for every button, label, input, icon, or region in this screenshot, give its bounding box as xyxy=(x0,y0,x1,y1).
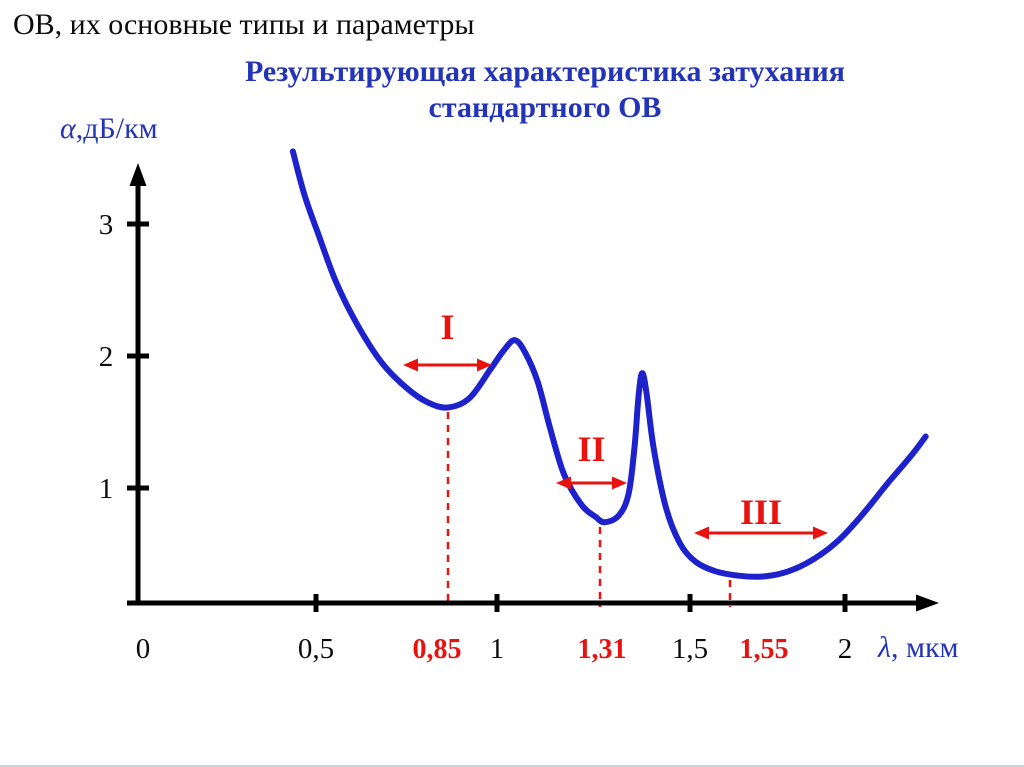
x-tick-label: 0 xyxy=(136,633,151,665)
window-wavelength-label: 1,31 xyxy=(578,634,627,665)
alpha-symbol: α xyxy=(60,112,76,145)
window-numeral: I xyxy=(440,307,454,347)
attenuation-curve xyxy=(289,148,929,580)
y-axis-arrowhead-icon xyxy=(129,163,147,186)
x-tick-label: 2 xyxy=(838,633,853,665)
x-axis-unit: , мкм xyxy=(891,631,959,664)
x-axis-label: λ, мкм xyxy=(878,631,959,665)
chart-title-line1: Результирующая характеристика затухания xyxy=(244,55,846,88)
x-axis-arrowhead-icon xyxy=(916,594,939,612)
window-numeral: II xyxy=(577,429,605,469)
x-tick-label: 1,5 xyxy=(672,633,708,665)
lambda-symbol: λ xyxy=(878,631,891,664)
slide-heading: ОВ, их основные типы и параметры xyxy=(13,8,475,41)
slide-bottom-edge xyxy=(0,765,1024,767)
arrow-right-icon xyxy=(813,526,828,540)
y-tick-label: 2 xyxy=(99,341,114,373)
chart-title: Результирующая характеристика затухания … xyxy=(105,54,985,126)
arrow-right-icon xyxy=(612,476,627,490)
arrow-left-icon xyxy=(556,476,571,490)
arrow-right-icon xyxy=(477,358,492,372)
x-tick-label: 0,5 xyxy=(298,633,334,665)
y-axis-label: α,дБ/км xyxy=(60,112,158,146)
y-tick-label: 3 xyxy=(99,209,114,241)
x-tick-label: 1 xyxy=(490,633,505,665)
arrow-left-icon xyxy=(694,526,709,540)
chart-title-line2: стандартного ОВ xyxy=(428,91,662,124)
window-wavelength-label: 0,85 xyxy=(413,634,462,665)
y-tick-label: 1 xyxy=(99,473,114,505)
window-numeral: III xyxy=(740,492,782,532)
window-wavelength-label: 1,55 xyxy=(740,634,789,665)
arrow-left-icon xyxy=(403,358,418,372)
y-axis-unit: ,дБ/км xyxy=(75,112,158,145)
